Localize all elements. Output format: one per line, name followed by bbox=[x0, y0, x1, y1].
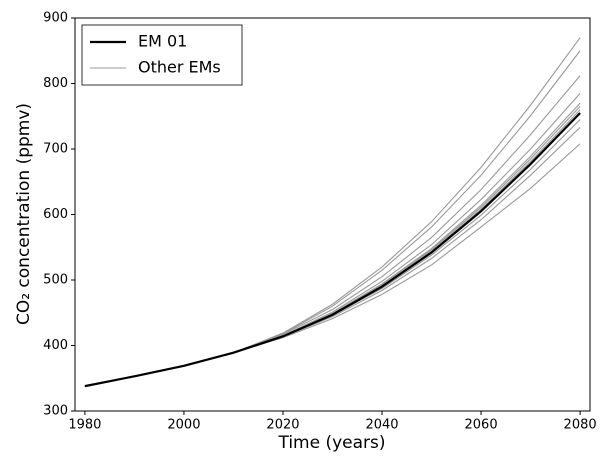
y-tick-label: 800 bbox=[43, 76, 68, 91]
line bbox=[84, 109, 581, 387]
y-tick-label: 300 bbox=[43, 404, 68, 419]
plot-frame bbox=[74, 17, 591, 412]
legend-label: EM 01 bbox=[138, 32, 187, 51]
x-tick-label: 2080 bbox=[564, 418, 597, 433]
line bbox=[84, 92, 581, 387]
y-tick-label: 500 bbox=[43, 273, 68, 288]
line bbox=[84, 37, 581, 387]
line bbox=[84, 126, 581, 387]
y-tick-label: 400 bbox=[43, 338, 68, 353]
line bbox=[84, 112, 581, 388]
x-tick-label: 2040 bbox=[365, 418, 398, 433]
x-axis-label: Time (years) bbox=[277, 433, 385, 453]
x-tick-label: 2020 bbox=[266, 418, 299, 433]
x-tick-label: 2060 bbox=[465, 418, 498, 433]
y-tick-label: 900 bbox=[43, 11, 68, 26]
y-tick-label: 700 bbox=[43, 142, 68, 157]
x-tick-label: 1980 bbox=[68, 418, 101, 433]
line bbox=[84, 106, 581, 387]
y-tick-label: 600 bbox=[43, 207, 68, 222]
legend-label: Other EMs bbox=[138, 58, 221, 77]
line bbox=[84, 119, 581, 387]
line bbox=[84, 75, 581, 387]
x-tick-label: 2000 bbox=[167, 418, 200, 433]
legend-box bbox=[81, 24, 243, 86]
y-axis-label: CO₂ concentration (ppmv) bbox=[14, 103, 34, 325]
line bbox=[84, 50, 581, 387]
